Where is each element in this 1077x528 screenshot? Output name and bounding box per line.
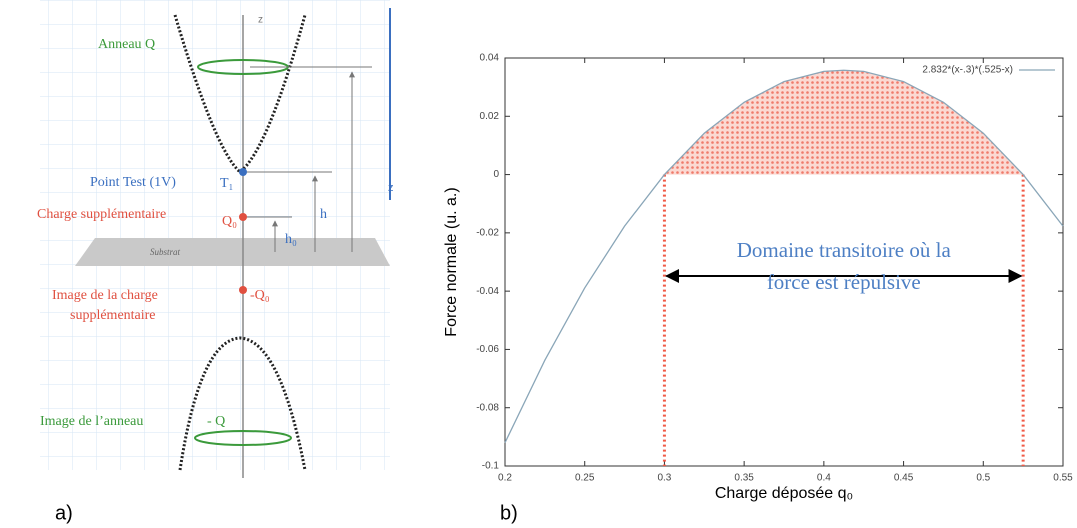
- y-tick-label: -0.04: [476, 286, 499, 297]
- y-tick-label: -0.1: [482, 461, 500, 472]
- axis-label: z: [258, 15, 263, 26]
- label: -Q₀: [250, 288, 270, 303]
- y-tick-label: 0.04: [480, 53, 500, 64]
- extra-charge: [239, 213, 247, 221]
- x-tick-label: 0.3: [657, 473, 671, 484]
- panel-label: a): [55, 502, 73, 524]
- x-tick-label: 0.4: [817, 473, 831, 484]
- label: Charge supplémentaire: [37, 207, 166, 222]
- chart: 0.2 0.25 0.3 0.35 0.4 0.45 0.5 0.55 -0.1 -0.08 -0.…: [476, 53, 1073, 484]
- image-field-line: [178, 336, 307, 471]
- substrate-label: Substrat: [150, 247, 181, 257]
- panel-label: b): [500, 502, 518, 524]
- axis-label: z: [388, 182, 394, 194]
- label: h₀: [285, 232, 297, 247]
- y-tick-label: -0.06: [476, 344, 499, 355]
- label: Anneau Q: [98, 37, 155, 52]
- image-ring: [194, 430, 292, 446]
- label: Image de la charge: [52, 288, 158, 303]
- y-tick-label: -0.02: [476, 227, 499, 238]
- label: Image de l’anneau: [40, 414, 143, 429]
- x-tick-label: 0.5: [976, 473, 990, 484]
- legend-label: 2.832*(x-.3)*(.525-x): [922, 65, 1013, 76]
- x-tick-label: 0.55: [1053, 473, 1073, 484]
- label: - Q: [207, 414, 225, 429]
- y-tick-label: 0: [493, 169, 499, 180]
- diagram: z Substrat z Anneau Q Point Test (1V) T₁…: [37, 0, 394, 524]
- x-tick-label: 0.45: [894, 473, 914, 484]
- label: T₁: [220, 176, 233, 191]
- image-charge: [239, 286, 247, 294]
- y-tick-label: -0.08: [476, 402, 499, 413]
- label: supplémentaire: [70, 308, 156, 323]
- annotation: force est répulsive: [767, 270, 921, 294]
- annotation: Domaine transitoire où la: [737, 238, 952, 262]
- y-tick-label: 0.02: [480, 111, 500, 122]
- grid-background: [40, 0, 390, 470]
- x-tick-label: 0.35: [734, 473, 754, 484]
- label: Q₀: [222, 214, 237, 229]
- x-tick-label: 0.25: [575, 473, 595, 484]
- y-axis-label: Force normale (u. a.): [443, 187, 460, 336]
- test-point: [239, 168, 247, 176]
- label: h: [320, 207, 327, 222]
- series-line: [504, 69, 1064, 443]
- label: Point Test (1V): [90, 175, 176, 190]
- shaded-region: [664, 70, 1024, 175]
- substrate: [75, 238, 390, 266]
- x-axis-label: Charge déposée q₀: [715, 485, 853, 502]
- plot-frame: [504, 57, 1064, 467]
- x-tick-label: 0.2: [498, 473, 512, 484]
